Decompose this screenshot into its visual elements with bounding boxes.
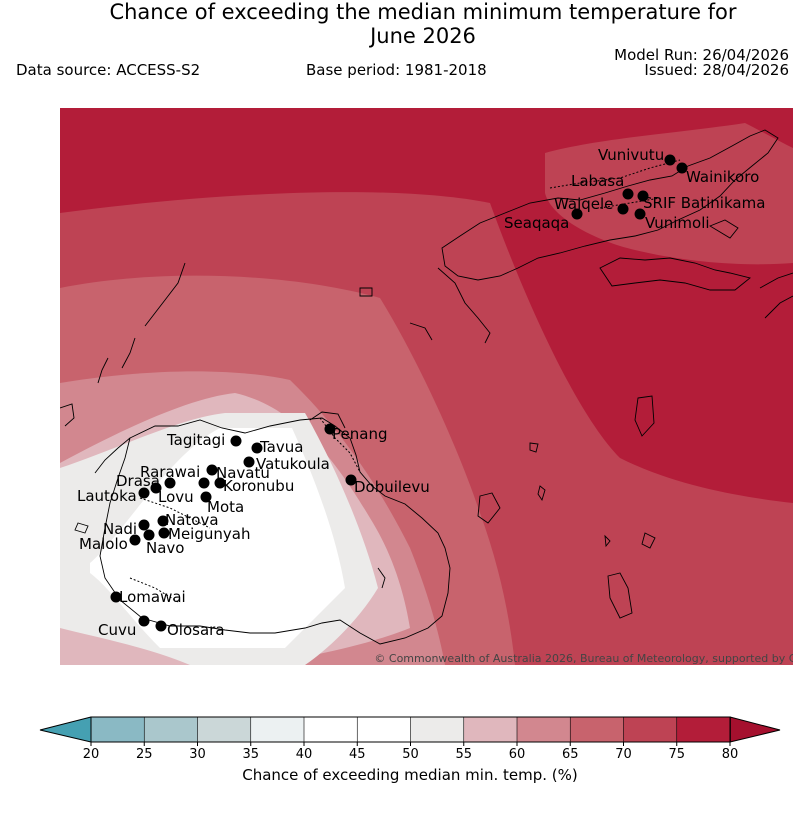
colorbar-low-outline (39, 716, 92, 743)
svg-text:Vunimoli: Vunimoli (645, 214, 710, 232)
station-vunivutu[interactable]: Vunivutu (598, 146, 676, 166)
svg-text:Wainikoro: Wainikoro (686, 168, 759, 186)
station-natova[interactable]: Natova (157, 511, 219, 529)
station-tagitagi[interactable]: Tagitagi (166, 431, 242, 449)
colorbar-swatch-75-80 (676, 716, 731, 743)
colorbar-tick-label: 80 (722, 747, 739, 762)
svg-text:Navo: Navo (146, 539, 184, 557)
station-nadi[interactable]: Nadi (103, 519, 150, 539)
svg-text:Rarawai: Rarawai (140, 463, 200, 481)
station-layer: Vunivutu Wainikoro Labasa SRIF Batinikam… (77, 146, 765, 639)
svg-text:Koronubu: Koronubu (223, 477, 294, 495)
svg-text:SRIF Batinikama: SRIF Batinikama (643, 194, 765, 212)
colorbar-tick-label: 50 (402, 747, 419, 762)
colorbar-swatches (90, 716, 731, 743)
svg-text:Malolo: Malolo (79, 535, 128, 553)
colorbar-swatch-50-55 (410, 716, 465, 743)
station-rarawai[interactable]: Rarawai (140, 463, 218, 481)
colorbar-high-extension (730, 717, 780, 742)
issued-date: Issued: 28/04/2026 (644, 61, 789, 79)
title-line-2: June 2026 (370, 24, 476, 48)
colorbar-swatch-60-65 (516, 716, 572, 743)
colorbar-label: Chance of exceeding median min. temp. (%… (242, 766, 578, 784)
svg-text:Olosara: Olosara (167, 621, 225, 639)
svg-text:Lautoka: Lautoka (77, 487, 137, 505)
colorbar-tick-label: 40 (296, 747, 313, 762)
colorbar-low-extension (40, 717, 91, 742)
map-title: Chance of exceeding the median minimum t… (0, 0, 804, 48)
station-olosara[interactable]: Olosara (155, 620, 225, 640)
colorbar-swatch-30-35 (197, 716, 252, 743)
colorbar-tick-label: 55 (455, 747, 472, 762)
band-70-75-north (545, 123, 793, 265)
svg-text:Waiqele: Waiqele (554, 195, 613, 213)
svg-text:Seaqaqa: Seaqaqa (504, 214, 569, 232)
colorbar-ticks: 20 25 30 35 40 45 50 55 60 65 70 75 80 (83, 742, 739, 762)
colorbar-tick-label: 60 (509, 747, 526, 762)
svg-text:Tavua: Tavua (259, 438, 303, 456)
station-mota[interactable]: Mota (200, 491, 245, 517)
station-vunimoli[interactable]: Vunimoli (634, 208, 710, 233)
station-lomawai[interactable]: Lomawai (110, 588, 186, 606)
svg-text:Penang: Penang (332, 425, 387, 443)
svg-text:Meigunyah: Meigunyah (168, 525, 250, 543)
svg-text:Tagitagi: Tagitagi (166, 431, 225, 449)
station-drasa[interactable]: Drasa (116, 472, 176, 490)
colorbar: 20 25 30 35 40 45 50 55 60 65 70 75 80 (39, 716, 781, 762)
station-navatu[interactable]: Navatu (198, 464, 270, 489)
station-vatukoula[interactable]: Vatukoula (243, 455, 330, 473)
title-line-1: Chance of exceeding the median minimum t… (109, 0, 737, 24)
colorbar-tick-label: 25 (136, 747, 153, 762)
station-malolo[interactable]: Malolo (79, 534, 141, 554)
base-period: Base period: 1981-2018 (306, 61, 487, 79)
svg-text:Lomawai: Lomawai (119, 588, 186, 606)
svg-text:Drasa: Drasa (116, 472, 160, 490)
colorbar-tick-label: 30 (189, 747, 206, 762)
colorbar-tick-label: 75 (668, 747, 685, 762)
station-srif-batinikama[interactable]: SRIF Batinikama (637, 190, 766, 213)
colorbar-tick-label: 70 (615, 747, 632, 762)
colorbar-swatch-65-70 (569, 716, 625, 743)
colorbar-swatch-20-25 (90, 716, 146, 743)
colorbar-swatch-25-30 (143, 716, 199, 743)
colorbar-swatch-45-50 (356, 716, 412, 743)
station-tavua[interactable]: Tavua (251, 438, 304, 456)
station-cuvu[interactable]: Cuvu (98, 615, 150, 640)
model-run: Model Run: 26/04/2026 (614, 46, 789, 64)
svg-text:Navatu: Navatu (216, 464, 270, 482)
colorbar-tick-label: 45 (349, 747, 366, 762)
copyright-notice: © Commonwealth of Australia 2026, Bureau… (374, 652, 793, 665)
colorbar-tick-label: 65 (562, 747, 579, 762)
colorbar-swatch-70-75 (623, 716, 678, 743)
station-seaqaqa[interactable]: Seaqaqa (504, 208, 583, 233)
colorbar-swatch-35-40 (250, 716, 305, 743)
colorbar-tick-label: 20 (83, 747, 100, 762)
station-labasa[interactable]: Labasa (571, 172, 634, 200)
station-waiqele[interactable]: Waiqele (554, 195, 629, 215)
station-lovu[interactable]: Lovu (150, 482, 194, 507)
svg-text:Vunivutu: Vunivutu (598, 146, 664, 164)
svg-text:Dobuilevu: Dobuilevu (354, 478, 430, 496)
colorbar-high-outline (729, 716, 781, 743)
svg-text:Lovu: Lovu (158, 488, 194, 506)
station-meigunyah[interactable]: Meigunyah (158, 525, 251, 543)
station-koronubu[interactable]: Koronubu (214, 477, 295, 495)
data-source: Data source: ACCESS-S2 (16, 61, 201, 79)
band-45-50 (90, 428, 345, 648)
probability-map: © Commonwealth of Australia 2026, Bureau… (60, 108, 793, 665)
svg-text:Nadi: Nadi (103, 520, 137, 538)
svg-text:Cuvu: Cuvu (98, 621, 136, 639)
station-penang[interactable]: Penang (324, 423, 388, 444)
svg-text:Vatukoula: Vatukoula (256, 455, 330, 473)
station-wainikoro[interactable]: Wainikoro (676, 162, 760, 187)
colorbar-swatch-40-45 (303, 716, 359, 743)
station-navo[interactable]: Navo (143, 529, 185, 558)
station-dobuilevu[interactable]: Dobuilevu (345, 474, 430, 497)
svg-text:Labasa: Labasa (571, 172, 624, 190)
svg-text:Mota: Mota (207, 498, 244, 516)
colorbar-tick-label: 35 (242, 747, 259, 762)
svg-text:Natova: Natova (165, 511, 219, 529)
station-lautoka[interactable]: Lautoka (77, 487, 150, 505)
colorbar-swatch-55-60 (463, 716, 518, 743)
